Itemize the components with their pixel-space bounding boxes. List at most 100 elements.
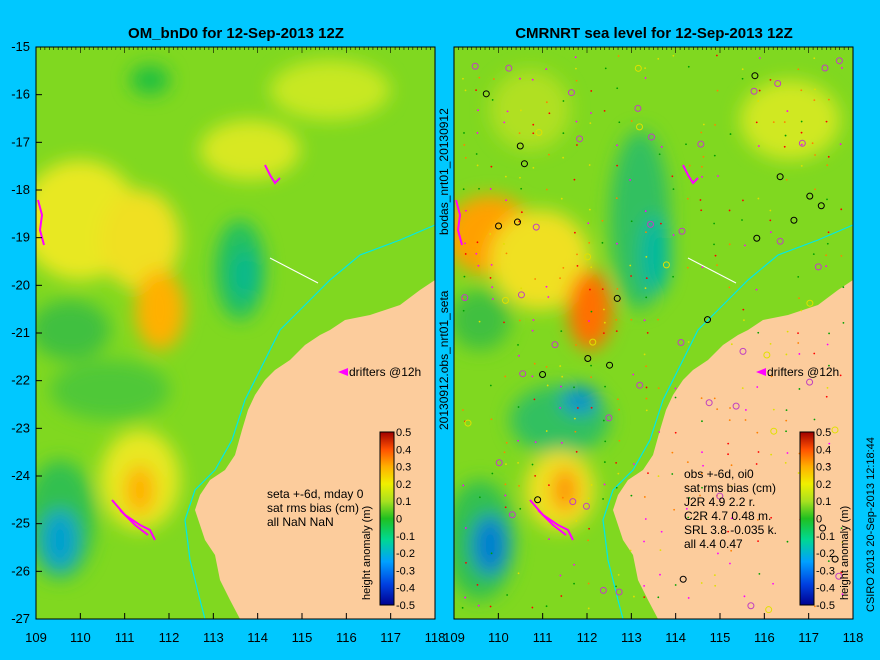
obs-point [699,199,702,201]
obs-point [532,123,535,126]
left-coastline [184,224,435,619]
obs-point [503,243,505,245]
obs-point [717,175,719,177]
obs-point [785,430,787,433]
obs-point [573,417,576,420]
obs-point [518,354,520,357]
obs-point [616,164,619,167]
colorbar-tick-label: -0.3 [816,565,835,577]
obs-point [798,297,800,300]
left-colorbar-label: height anomaly (m) [361,506,373,600]
obs-point [520,187,523,190]
colorbar-tick-label: -0.1 [396,531,415,543]
obs-ring [532,223,540,231]
obs-point [811,142,814,145]
lat-tick-label: -22 [11,373,30,388]
obs-point [685,507,688,510]
obs-point [701,266,704,269]
obs-point [601,241,604,244]
obs-point [575,450,578,453]
obs-point [839,374,842,377]
obs-point [687,597,690,599]
obs-point [547,296,550,298]
left-colorbar [379,431,395,606]
obs-point [531,78,534,81]
obs-point [686,197,689,200]
obs-point [587,582,590,585]
obs-point [573,178,576,181]
obs-point [505,463,507,466]
obs-ring [814,263,822,271]
obs-point [828,442,831,445]
obs-ring [615,588,623,596]
obs-point [715,54,718,57]
obs-ring [502,296,510,304]
obs-point [825,120,828,123]
obs-point [504,506,507,509]
obs-ring [569,498,577,506]
obs-point [490,263,493,266]
obs-point [701,486,703,489]
obs-point [590,90,593,92]
lat-tick-label: -15 [11,39,30,54]
obs-point [575,120,578,123]
obs-point [602,498,604,500]
obs-point [561,375,564,378]
obs-point [713,154,716,157]
obs-point [730,549,733,552]
obs-point [688,496,691,499]
obs-point [826,198,828,201]
obs-point [644,210,647,212]
obs-point [741,77,744,80]
obs-point [615,486,618,489]
lat-tick-label: -23 [11,420,30,435]
obs-point [532,166,535,169]
obs-point [813,418,816,421]
obs-point [477,264,480,267]
obs-point [758,57,761,59]
obs-point [786,330,789,333]
obs-ring [505,64,513,72]
colorbar-tick-label: -0.2 [396,548,415,560]
obs-point [603,109,606,112]
obs-point [478,76,481,79]
obs-point [603,461,606,463]
obs-point [644,518,647,520]
obs-point [503,451,506,454]
left-map-title: OM_bnD0 for 12-Sep-2013 12Z [128,25,344,42]
obs-point [728,209,731,212]
obs-point [700,472,703,475]
obs-point [645,296,648,299]
obs-point [545,188,548,191]
obs-point [841,593,844,596]
obs-point [644,287,647,290]
obs-ring [821,64,829,72]
info-line: sat rms bias (cm) [267,501,359,515]
obs-point [657,387,660,390]
obs-point [629,549,632,552]
obs-point [826,242,829,245]
colorbar-tick-label: -0.3 [396,565,415,577]
obs-point [828,332,830,335]
obs-ring [739,347,747,355]
obs-point [643,585,646,587]
obs-point [814,188,816,191]
obs-point [700,209,703,212]
right-lon-tick-label: 116 [754,630,775,645]
obs-point [813,352,816,355]
right-section-line [687,257,737,284]
obs-point [672,234,675,236]
colorbar-tick-label: 0.1 [396,496,411,508]
obs-point [800,89,803,92]
obs-point [827,231,830,234]
obs-point [503,121,506,124]
info-line: all NaN NaN [267,515,334,529]
obs-ring [508,511,516,519]
obs-point [504,494,507,497]
colorbar-tick-label: -0.4 [396,583,415,595]
obs-point [562,156,565,159]
obs-point [797,472,800,474]
left-colorbar-ticks: 0.5 0.4 0.3 0.2 0.1 0 -0.1 -0.2 -0.3 -0.4 -0.5 [396,427,415,612]
left-lon-tick-label: 116 [336,630,357,645]
